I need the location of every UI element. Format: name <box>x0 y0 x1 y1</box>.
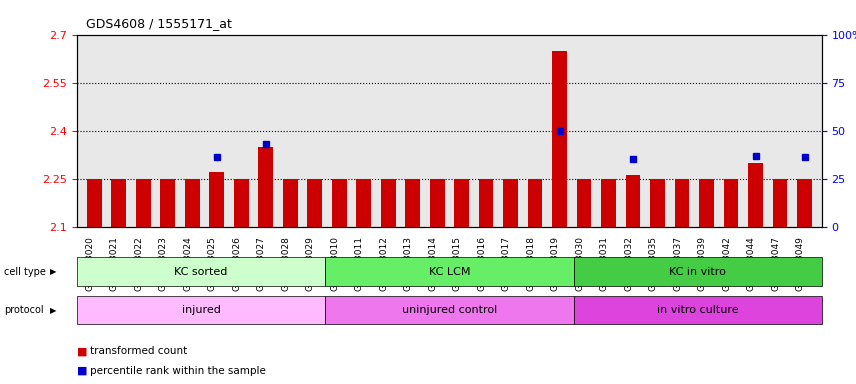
Bar <box>405 179 420 227</box>
Bar <box>577 179 591 227</box>
Bar <box>111 179 126 227</box>
Bar <box>259 147 273 227</box>
Bar <box>136 179 151 227</box>
Text: ■: ■ <box>77 346 87 356</box>
Bar <box>455 179 469 227</box>
Bar <box>773 179 788 227</box>
Text: protocol: protocol <box>4 305 44 315</box>
Text: GDS4608 / 1555171_at: GDS4608 / 1555171_at <box>86 17 231 30</box>
Bar <box>332 179 347 227</box>
Bar <box>552 51 567 227</box>
Bar <box>430 179 444 227</box>
Text: KC LCM: KC LCM <box>429 266 470 277</box>
Bar <box>626 175 640 227</box>
Bar <box>699 179 714 227</box>
Bar <box>282 179 298 227</box>
Text: transformed count: transformed count <box>90 346 187 356</box>
Text: KC sorted: KC sorted <box>175 266 228 277</box>
Bar <box>797 179 812 227</box>
Text: injured: injured <box>181 305 221 315</box>
Bar <box>86 179 102 227</box>
Bar <box>675 179 689 227</box>
Bar <box>528 179 543 227</box>
Text: in vitro culture: in vitro culture <box>657 305 739 315</box>
Text: cell type: cell type <box>4 266 46 277</box>
Bar <box>381 179 395 227</box>
Bar <box>651 179 665 227</box>
Text: ▶: ▶ <box>50 267 56 276</box>
Bar <box>479 179 494 227</box>
Text: percentile rank within the sample: percentile rank within the sample <box>90 366 265 376</box>
Bar <box>601 179 616 227</box>
Bar <box>185 179 199 227</box>
Text: uninjured control: uninjured control <box>401 305 497 315</box>
Bar <box>307 179 322 227</box>
Text: ▶: ▶ <box>50 306 56 314</box>
Bar <box>234 179 248 227</box>
Text: ■: ■ <box>77 366 87 376</box>
Bar <box>356 179 371 227</box>
Bar <box>748 162 763 227</box>
Bar <box>503 179 518 227</box>
Bar <box>724 179 739 227</box>
Text: KC in vitro: KC in vitro <box>669 266 726 277</box>
Bar <box>160 179 175 227</box>
Bar <box>210 172 224 227</box>
